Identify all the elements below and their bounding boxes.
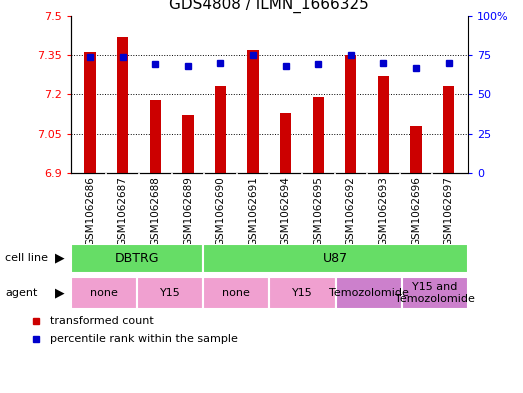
Bar <box>313 97 324 173</box>
Text: percentile rank within the sample: percentile rank within the sample <box>50 334 237 344</box>
Text: GSM1062687: GSM1062687 <box>118 176 128 246</box>
Text: GSM1062689: GSM1062689 <box>183 176 193 246</box>
Text: GSM1062696: GSM1062696 <box>411 176 421 246</box>
Bar <box>443 86 454 173</box>
Bar <box>150 99 161 173</box>
Bar <box>84 52 96 173</box>
Bar <box>117 37 129 173</box>
Text: GSM1062694: GSM1062694 <box>281 176 291 246</box>
Text: Y15 and
Temozolomide: Y15 and Temozolomide <box>395 282 475 303</box>
Text: DBTRG: DBTRG <box>115 252 159 265</box>
Bar <box>71 244 203 273</box>
Bar <box>247 50 259 173</box>
Text: U87: U87 <box>323 252 348 265</box>
Text: transformed count: transformed count <box>50 316 153 326</box>
Text: none: none <box>90 288 118 298</box>
Text: ▶: ▶ <box>55 252 65 265</box>
Text: agent: agent <box>5 288 38 298</box>
Text: GSM1062690: GSM1062690 <box>215 176 225 246</box>
Text: GSM1062686: GSM1062686 <box>85 176 95 246</box>
Bar <box>182 115 194 173</box>
Bar <box>215 86 226 173</box>
Text: GSM1062693: GSM1062693 <box>378 176 389 246</box>
Text: Y15: Y15 <box>292 288 313 298</box>
Bar <box>345 55 357 173</box>
Bar <box>402 277 468 309</box>
Text: GSM1062691: GSM1062691 <box>248 176 258 246</box>
Text: Y15: Y15 <box>160 288 180 298</box>
Text: cell line: cell line <box>5 253 48 263</box>
Bar <box>378 76 389 173</box>
Text: GSM1062692: GSM1062692 <box>346 176 356 246</box>
Text: GSM1062695: GSM1062695 <box>313 176 323 246</box>
Bar <box>280 113 291 173</box>
Bar <box>71 277 137 309</box>
Bar <box>137 277 203 309</box>
Text: ▶: ▶ <box>55 286 65 299</box>
Bar <box>203 244 468 273</box>
Bar <box>410 126 422 173</box>
Text: none: none <box>222 288 250 298</box>
Text: GSM1062697: GSM1062697 <box>444 176 453 246</box>
Bar <box>203 277 269 309</box>
Bar <box>336 277 402 309</box>
Text: Temozolomide: Temozolomide <box>329 288 408 298</box>
Text: GSM1062688: GSM1062688 <box>150 176 161 246</box>
Title: GDS4808 / ILMN_1666325: GDS4808 / ILMN_1666325 <box>169 0 369 13</box>
Bar <box>269 277 336 309</box>
